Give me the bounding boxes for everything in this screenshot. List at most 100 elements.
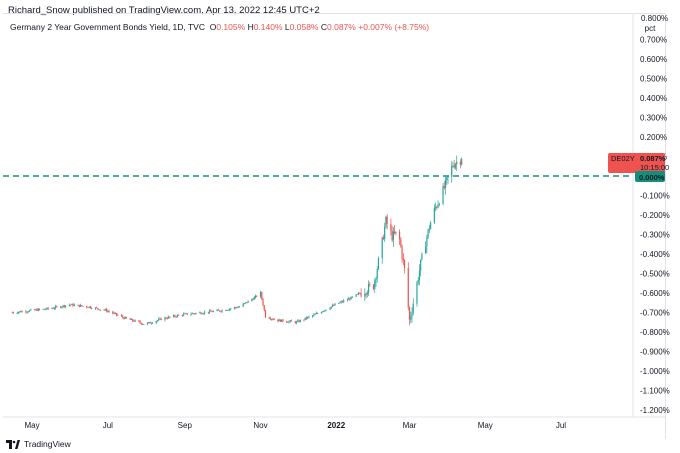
y-tick-label: -1.100% bbox=[640, 387, 670, 396]
candle-body bbox=[191, 313, 193, 315]
candle-body bbox=[269, 318, 272, 320]
candle-body bbox=[164, 317, 166, 321]
y-tick-label: 0.200% bbox=[640, 133, 667, 142]
candle-body bbox=[390, 223, 392, 231]
candle-body bbox=[52, 308, 54, 310]
candle-body bbox=[295, 321, 298, 323]
candle-body bbox=[305, 317, 308, 319]
y-tick-label: -0.300% bbox=[640, 231, 670, 240]
candle-body bbox=[436, 207, 438, 208]
candle-body bbox=[242, 303, 244, 307]
candle-body bbox=[42, 308, 44, 310]
candle-body bbox=[217, 309, 219, 311]
candle-body bbox=[186, 313, 188, 315]
legend-close: 0.087% bbox=[327, 22, 356, 32]
candle-body bbox=[174, 315, 176, 317]
candle-body bbox=[17, 312, 20, 313]
candle-body bbox=[139, 321, 141, 323]
candle-body bbox=[11, 312, 13, 314]
candle-body bbox=[177, 315, 180, 316]
candle-body bbox=[375, 278, 377, 281]
candle-body bbox=[398, 231, 401, 240]
chart-frame bbox=[3, 13, 666, 439]
candle-body bbox=[212, 311, 214, 312]
candle-body bbox=[28, 310, 31, 312]
candle-body bbox=[78, 304, 80, 307]
candle-body bbox=[96, 307, 98, 309]
candle-body bbox=[46, 307, 48, 310]
candle-body bbox=[228, 308, 231, 310]
candle-body bbox=[299, 319, 301, 322]
legend-open: 0.105% bbox=[216, 22, 246, 32]
candle-body bbox=[237, 307, 239, 308]
candle-body bbox=[315, 313, 317, 315]
candle-body bbox=[351, 296, 354, 298]
candle-body bbox=[421, 253, 423, 260]
candle-body bbox=[98, 309, 100, 310]
candle-body bbox=[25, 311, 27, 313]
candle-body bbox=[33, 309, 36, 311]
candle-body bbox=[105, 309, 108, 312]
candle-body bbox=[369, 284, 371, 286]
candle-body bbox=[73, 304, 75, 306]
candle-body bbox=[334, 303, 336, 306]
candle-body bbox=[395, 231, 397, 234]
candle-body bbox=[134, 320, 136, 322]
candle-body bbox=[120, 315, 123, 317]
candle-body bbox=[252, 299, 254, 300]
candle-body bbox=[461, 159, 463, 165]
candle-body bbox=[175, 316, 177, 318]
candle-body bbox=[165, 317, 167, 319]
candle-body bbox=[444, 180, 447, 188]
candle-body bbox=[259, 292, 262, 297]
candle-body bbox=[372, 284, 375, 289]
candle-body bbox=[129, 318, 131, 320]
candle-body bbox=[430, 222, 432, 230]
candle-body bbox=[376, 269, 378, 279]
publisher-credit: Richard_Snow published on TradingView.co… bbox=[8, 5, 320, 16]
zero-level-tag: 0.000% bbox=[635, 171, 665, 182]
candle-body bbox=[381, 237, 383, 259]
candle-body bbox=[364, 293, 366, 297]
candle-body bbox=[43, 308, 46, 310]
candle-body bbox=[331, 305, 334, 307]
footer-brand[interactable]: TradingView bbox=[6, 439, 71, 449]
candle-body bbox=[438, 204, 440, 205]
candle-body bbox=[287, 322, 289, 323]
legend-high: 0.140% bbox=[253, 22, 283, 32]
candle-body bbox=[253, 297, 255, 300]
candle-body bbox=[256, 295, 258, 297]
candle-body bbox=[433, 207, 435, 223]
candle-body bbox=[442, 186, 444, 205]
candle-body bbox=[428, 229, 430, 230]
candle-body bbox=[37, 308, 39, 311]
candle-body bbox=[288, 321, 290, 323]
y-tick-label: 0.600% bbox=[640, 55, 667, 64]
candle-body bbox=[294, 321, 296, 323]
candle-body bbox=[453, 165, 455, 168]
candle-body bbox=[112, 311, 114, 314]
candle-body bbox=[64, 305, 67, 307]
candle-body bbox=[263, 305, 265, 311]
candle-body bbox=[272, 318, 274, 320]
candle-body bbox=[190, 314, 192, 315]
candle-body bbox=[200, 312, 202, 314]
candle-body bbox=[192, 313, 195, 315]
candle-body bbox=[55, 306, 57, 309]
y-tick-label: -0.900% bbox=[640, 348, 670, 357]
candle-body bbox=[155, 321, 157, 323]
candle-body bbox=[356, 294, 358, 295]
candle-body bbox=[434, 207, 437, 208]
candles-layer bbox=[11, 155, 463, 326]
candle-body bbox=[289, 320, 291, 322]
y-tick-label: -1.200% bbox=[640, 406, 670, 415]
candle-body bbox=[141, 324, 144, 325]
candle-body bbox=[377, 258, 380, 270]
candle-body bbox=[452, 165, 454, 167]
candle-body bbox=[349, 298, 351, 300]
candle-body bbox=[268, 317, 270, 319]
candle-body bbox=[51, 308, 53, 310]
candle-body bbox=[27, 311, 29, 313]
candle-body bbox=[173, 315, 175, 317]
